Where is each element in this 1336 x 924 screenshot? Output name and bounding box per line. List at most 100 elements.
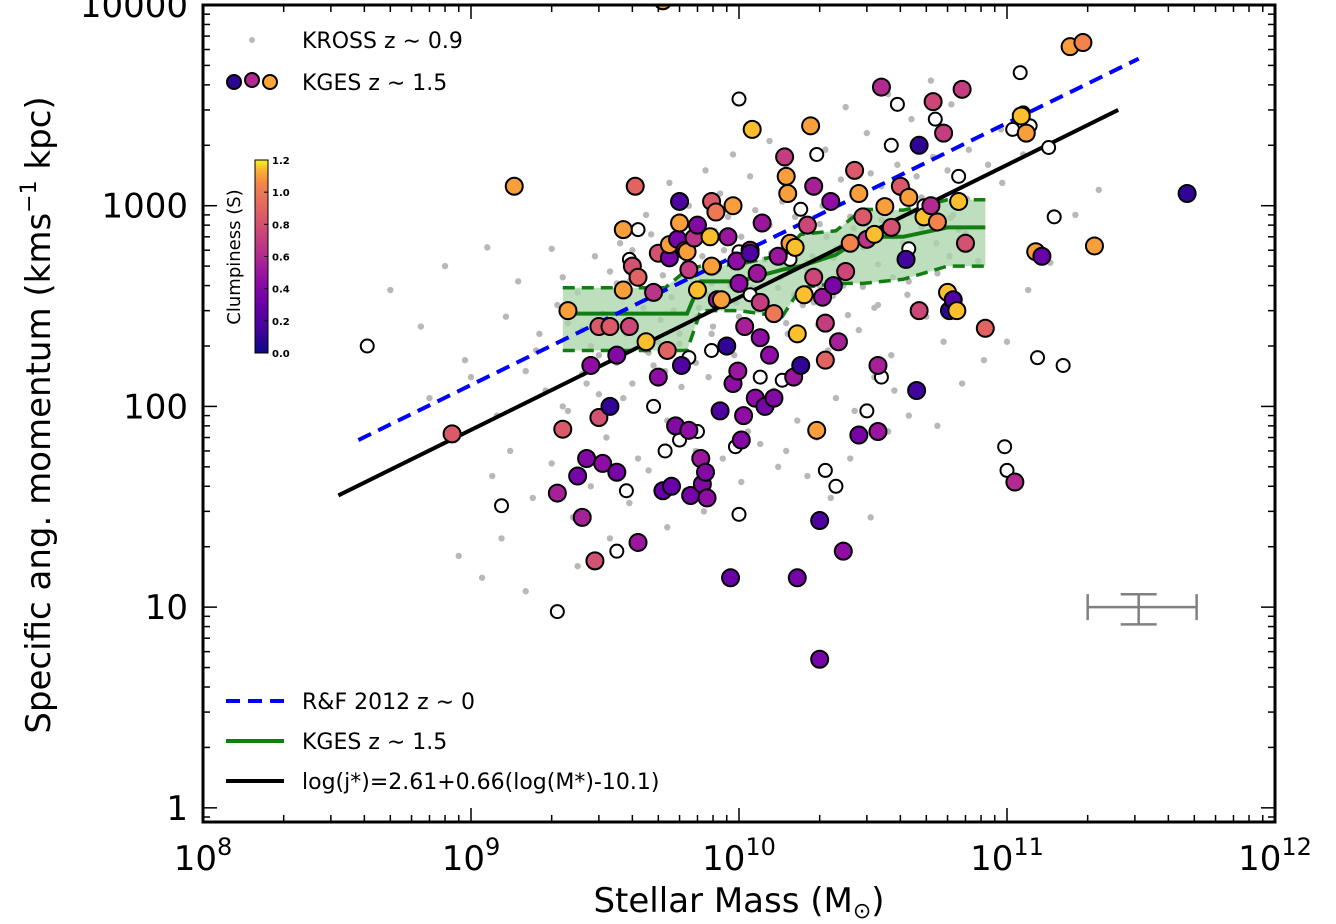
kross-point (720, 247, 728, 254)
kges-median-upper (562, 198, 986, 290)
kges-point (868, 355, 888, 375)
kross-point (634, 455, 642, 462)
kges-open-point (793, 201, 809, 217)
kross-point (620, 394, 627, 402)
kross-point (426, 394, 433, 402)
kross-point (502, 313, 510, 320)
kross-point (659, 272, 667, 279)
kross-point (548, 245, 555, 252)
colorbar-tick-label: 0.8 (272, 220, 290, 231)
kross-point (1003, 338, 1011, 345)
legend-kross-label: KROSS z ∼ 0.9 (302, 29, 463, 54)
kross-point (626, 499, 633, 507)
legend-kges-marker-light (262, 74, 278, 90)
kges-point (619, 317, 639, 337)
colorbar-tick-label: 0.0 (272, 349, 290, 360)
kges-open-point (494, 498, 510, 514)
kross-point (827, 494, 834, 502)
kges-point (1084, 236, 1104, 256)
colorbar-tick-label: 0.2 (272, 317, 290, 328)
kross-point (478, 574, 486, 581)
kross-point (595, 351, 603, 359)
colorbar-ticks: 0.0 0.2 0.4 0.6 0.8 1.0 1.2 (264, 156, 290, 360)
kges-point (1011, 106, 1031, 126)
kges-point (764, 388, 784, 408)
kges-point (721, 568, 741, 588)
kges-median-lower (562, 264, 986, 353)
y-tick-label: 1 (166, 789, 188, 829)
kges-point (804, 267, 824, 287)
kross-point (484, 244, 491, 251)
kges-point (558, 301, 578, 321)
kges-point (723, 196, 743, 216)
kross-point (705, 373, 712, 381)
kross-point (782, 447, 790, 455)
colorbar-tick-label: 0.6 (272, 253, 290, 264)
legend-fit-label: log(j*)=2.61+0.66(log(M*)-10.1) (302, 770, 659, 795)
kges-point (791, 355, 811, 375)
kross-point (606, 268, 614, 275)
kross-point (731, 351, 738, 359)
kross-point (699, 253, 706, 260)
kross-point (719, 455, 726, 462)
kges-point (718, 227, 738, 247)
kges-point (810, 649, 830, 669)
kross-point (891, 387, 898, 394)
kross-point (913, 173, 920, 180)
colorbar-label: Clumpiness (S) (224, 189, 245, 324)
kross-point (666, 179, 673, 187)
kges-point (949, 191, 969, 211)
kges-point (1032, 246, 1052, 266)
kross-point (606, 535, 614, 542)
kges-point (975, 318, 995, 338)
kges-open-point (752, 369, 768, 385)
kges-point (625, 176, 645, 196)
kges-point (794, 285, 814, 305)
kges-point (840, 233, 860, 253)
kross-point (851, 407, 858, 415)
kges-point (648, 367, 668, 387)
kross-point (587, 483, 595, 490)
kross-point (559, 274, 566, 281)
kross-point (984, 161, 992, 168)
y-tick-label: 10000 (80, 0, 188, 26)
colorbar-tick-label: 1.2 (272, 156, 290, 167)
kges-point (845, 160, 865, 180)
kges-point (815, 350, 835, 370)
x-tick-label: 108 (174, 833, 233, 879)
kges-point (600, 396, 620, 416)
x-tick-label: 1012 (1238, 833, 1312, 879)
kges-point (868, 421, 888, 441)
kross-point (489, 472, 496, 480)
kges-open-point (704, 342, 720, 358)
kges-point (853, 207, 873, 227)
kges-point (593, 453, 613, 473)
kges-open-point (359, 338, 375, 354)
kges-point (785, 237, 805, 257)
kross-point (574, 562, 581, 570)
kges-point (764, 304, 784, 324)
kges-point (607, 462, 627, 482)
kges-point (797, 215, 817, 235)
kross-point (387, 286, 394, 294)
kges-point (752, 213, 772, 233)
kges-point (836, 262, 856, 282)
kges-point (670, 191, 690, 211)
kross-point (832, 394, 840, 402)
legend-kges-marker-dark (226, 74, 242, 90)
kross-point (874, 301, 882, 309)
kges-point (801, 116, 821, 136)
kross-point (629, 247, 636, 254)
kges-point (547, 483, 567, 503)
kross-point (794, 417, 801, 424)
kges-point (613, 280, 633, 300)
kges-open-point (1046, 209, 1062, 225)
kges-point (731, 430, 751, 450)
kross-point (522, 588, 529, 595)
kges-point (679, 420, 699, 440)
kges-point (807, 420, 827, 440)
kges-open-point (927, 111, 943, 127)
kges-open-point (731, 506, 747, 522)
kross-point (1025, 286, 1032, 294)
legend-bottom: R&F 2012 z ∼ 0 KGES z ∼ 1.5 log(j*)=2.61… (226, 690, 659, 795)
